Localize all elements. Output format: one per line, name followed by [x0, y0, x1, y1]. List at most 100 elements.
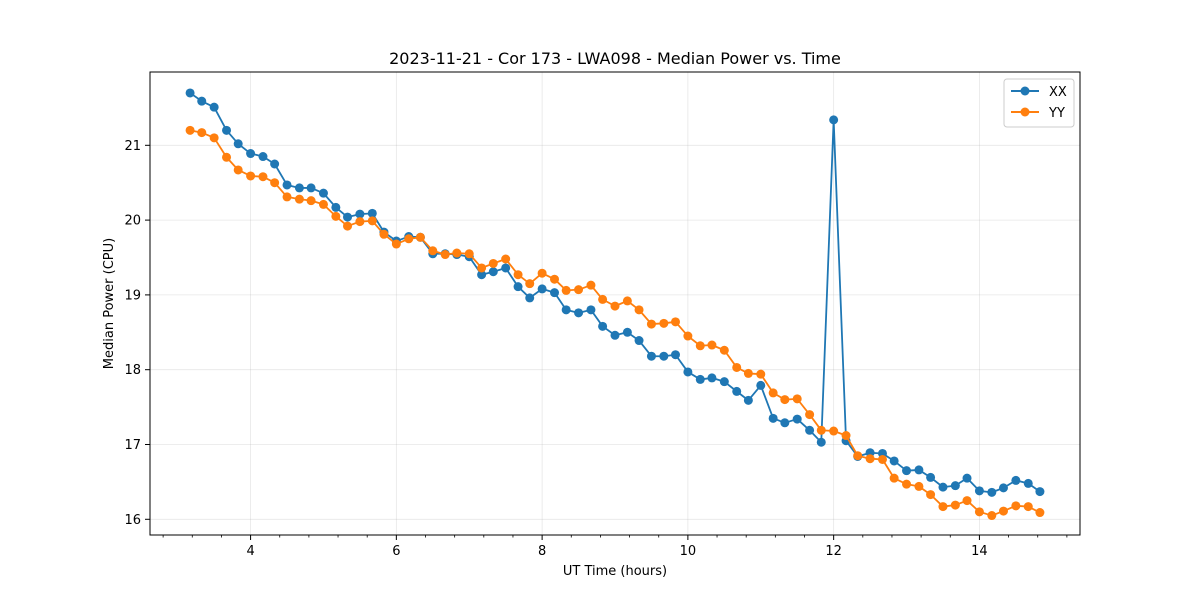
- series-xx-point: [282, 180, 292, 190]
- series-yy-point: [379, 229, 389, 239]
- series-yy-point: [561, 285, 571, 295]
- series-yy-point: [501, 254, 511, 264]
- y-tick-label: 21: [124, 139, 141, 154]
- series-xx-point: [610, 330, 620, 340]
- series-xx-point: [488, 267, 498, 277]
- series-xx-point: [974, 486, 984, 496]
- series-layer: [185, 88, 1045, 521]
- legend-yy-marker: [1020, 107, 1030, 117]
- y-tick-label: 19: [124, 288, 141, 303]
- series-yy-point: [719, 345, 729, 355]
- series-yy-point: [816, 425, 826, 435]
- series-xx-point: [477, 270, 487, 280]
- series-yy-point: [294, 194, 304, 204]
- series-yy-point: [707, 340, 717, 350]
- series-yy-point: [197, 128, 207, 138]
- x-tick-label: 14: [971, 544, 988, 559]
- series-xx-point: [732, 386, 742, 396]
- x-tick-label: 4: [246, 544, 254, 559]
- series-xx-point: [306, 183, 316, 193]
- series-yy-point: [282, 192, 292, 202]
- series-yy-point: [513, 270, 523, 280]
- series-yy-point: [743, 368, 753, 378]
- series-yy-point: [646, 319, 656, 329]
- series-xx-point: [829, 115, 839, 125]
- series-xx-point: [270, 159, 280, 169]
- series-yy-point: [525, 279, 535, 289]
- series-yy-point: [440, 250, 450, 260]
- series-xx-point: [185, 88, 195, 98]
- series-xx-point: [622, 327, 632, 337]
- series-yy-point: [343, 221, 353, 231]
- series-yy-point: [464, 249, 474, 259]
- series-yy-point: [488, 258, 498, 268]
- series-yy-point: [537, 268, 547, 278]
- series-yy-point: [222, 152, 232, 162]
- series-yy-point: [391, 239, 401, 249]
- series-xx-point: [670, 350, 680, 360]
- legend-xx-marker: [1020, 86, 1030, 96]
- series-yy-point: [974, 507, 984, 517]
- series-yy-point: [1035, 508, 1045, 518]
- series-xx-point: [768, 413, 778, 423]
- grid: [150, 72, 1080, 535]
- series-yy-point: [185, 125, 195, 135]
- series-xx-point: [743, 395, 753, 405]
- series-xx-point: [318, 188, 328, 198]
- series-yy-point: [902, 479, 912, 489]
- x-tick-label: 12: [825, 544, 842, 559]
- y-axis: 16 17 18 19 20 21: [124, 139, 150, 528]
- series-yy-point: [331, 211, 341, 221]
- series-xx-point: [598, 321, 608, 331]
- series-yy-point: [634, 305, 644, 315]
- y-tick-label: 18: [124, 363, 141, 378]
- legend: XX YY: [1003, 78, 1075, 128]
- series-yy-point: [586, 280, 596, 290]
- y-axis-label: Median Power (CPU): [102, 238, 117, 369]
- series-xx-point: [926, 472, 936, 482]
- series-yy-point: [683, 331, 693, 341]
- series-yy-point: [258, 172, 268, 182]
- series-yy-point: [841, 431, 851, 441]
- series-yy-point: [270, 178, 280, 188]
- series-yy-point: [756, 369, 766, 379]
- series-yy-point: [367, 216, 377, 226]
- legend-xx-label: XX: [1049, 85, 1067, 100]
- series-xx-point: [209, 102, 219, 112]
- series-yy: [185, 125, 1045, 521]
- series-yy-point: [987, 511, 997, 521]
- series-yy-point: [914, 481, 924, 491]
- series-yy-point: [792, 394, 802, 404]
- series-xx-point: [805, 425, 815, 435]
- series-xx-point: [646, 351, 656, 361]
- series-xx-point: [902, 466, 912, 476]
- series-xx-point: [343, 212, 353, 222]
- series-xx-point: [938, 482, 948, 492]
- series-yy-point: [306, 196, 316, 206]
- series-xx-point: [537, 284, 547, 294]
- x-axis-label: UT Time (hours): [563, 564, 667, 579]
- series-yy-point: [998, 506, 1008, 516]
- series-yy-point: [780, 395, 790, 405]
- series-xx-point: [962, 473, 972, 483]
- series-xx-point: [525, 293, 535, 303]
- x-tick-label: 6: [392, 544, 400, 559]
- chart-title: 2023-11-21 - Cor 173 - LWA098 - Median P…: [389, 49, 841, 68]
- series-yy-point: [550, 274, 560, 284]
- series-xx-point: [1023, 478, 1033, 488]
- series-xx-point: [707, 373, 717, 383]
- series-xx-point: [331, 202, 341, 212]
- x-tick-label: 10: [680, 544, 697, 559]
- series-xx-point: [222, 125, 232, 135]
- series-yy-point: [805, 410, 815, 420]
- series-xx-point: [816, 437, 826, 447]
- y-tick-label: 16: [124, 513, 141, 528]
- series-yy-point: [246, 171, 256, 181]
- series-yy-point: [318, 199, 328, 209]
- series-xx-point: [355, 209, 365, 219]
- series-yy-point: [877, 454, 887, 464]
- series-xx-point: [914, 465, 924, 475]
- y-tick-label: 20: [124, 214, 141, 229]
- series-yy-point: [574, 285, 584, 295]
